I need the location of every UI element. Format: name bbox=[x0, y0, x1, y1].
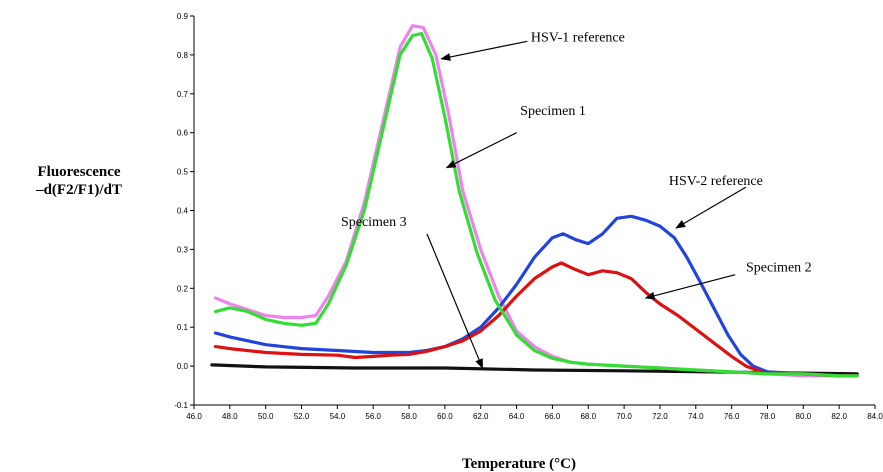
y-axis-label-line2: –d(F2/F1)/dT bbox=[35, 182, 122, 198]
annotation-arrow-hsv1-ref bbox=[440, 40, 528, 61]
y-tick-label: 0.1 bbox=[177, 323, 189, 332]
x-tick-label: 80.0 bbox=[796, 412, 812, 421]
x-tick-label: 72.0 bbox=[652, 412, 668, 421]
x-tick-label: 70.0 bbox=[616, 412, 632, 421]
series-line-specimen-2 bbox=[213, 261, 859, 378]
y-tick-label: 0.8 bbox=[177, 51, 189, 60]
annotation-arrow-specimen-3 bbox=[426, 233, 484, 369]
x-tick-label: 56.0 bbox=[365, 412, 381, 421]
x-tick-label: 48.0 bbox=[222, 412, 238, 421]
series-line-specimen-1 bbox=[213, 31, 859, 378]
y-tick-label: 0.7 bbox=[177, 90, 189, 99]
y-tick-label: 0.2 bbox=[177, 284, 189, 293]
x-tick-label: 76.0 bbox=[724, 412, 740, 421]
y-tick-label: 0.3 bbox=[177, 245, 189, 254]
x-tick-label: 68.0 bbox=[580, 412, 596, 421]
annotation-layer: HSV-1 reference Specimen 1 HSV-2 reference… bbox=[341, 31, 812, 369]
y-tick-label: 0.6 bbox=[177, 129, 189, 138]
y-axis-label-line1: Fluorescence bbox=[37, 164, 120, 180]
x-tick-label: 74.0 bbox=[688, 412, 704, 421]
x-axis-label: Temperature (°C) bbox=[462, 456, 576, 472]
x-tick-label: 78.0 bbox=[760, 412, 776, 421]
x-tick-label: 54.0 bbox=[330, 412, 346, 421]
x-tick-label: 58.0 bbox=[401, 412, 417, 421]
x-tick-label: 46.0 bbox=[186, 412, 202, 421]
x-tick-label: 60.0 bbox=[437, 412, 453, 421]
annotation-label-hsv2-ref: HSV-2 reference bbox=[669, 174, 763, 189]
y-tick-label: 0.0 bbox=[177, 362, 189, 371]
annotation-label-hsv1-ref: HSV-1 reference bbox=[531, 31, 625, 46]
annotation-label-specimen-2: Specimen 2 bbox=[746, 261, 812, 276]
annotation-label-specimen-3: Specimen 3 bbox=[341, 215, 407, 230]
annotation-label-specimen-1: Specimen 1 bbox=[520, 104, 586, 119]
x-tick-label: 52.0 bbox=[294, 412, 310, 421]
annotation-arrow-specimen-2 bbox=[644, 274, 736, 300]
x-tick-label: 66.0 bbox=[545, 412, 561, 421]
x-tick-label: 50.0 bbox=[258, 412, 274, 421]
y-tick-label: 0.4 bbox=[177, 207, 189, 216]
x-tick-label: 82.0 bbox=[831, 412, 847, 421]
x-tick-label: 62.0 bbox=[473, 412, 489, 421]
y-tick-label: -0.1 bbox=[174, 401, 188, 410]
annotation-arrow-hsv2-ref bbox=[675, 186, 747, 229]
y-tick-label: 0.5 bbox=[177, 168, 189, 177]
y-tick-label: 0.9 bbox=[177, 12, 189, 21]
x-tick-label: 64.0 bbox=[509, 412, 525, 421]
series-layer bbox=[210, 24, 859, 378]
x-tick-label: 84.0 bbox=[867, 412, 883, 421]
series-line-hsv-2-reference bbox=[213, 214, 859, 378]
axes: -0.1 0.0 0.1 0.2 0.3 0.4 0.5 0.6 0.7 0.8 0.9 46.0 48… bbox=[174, 12, 883, 421]
annotation-arrow-specimen-1 bbox=[445, 132, 517, 169]
